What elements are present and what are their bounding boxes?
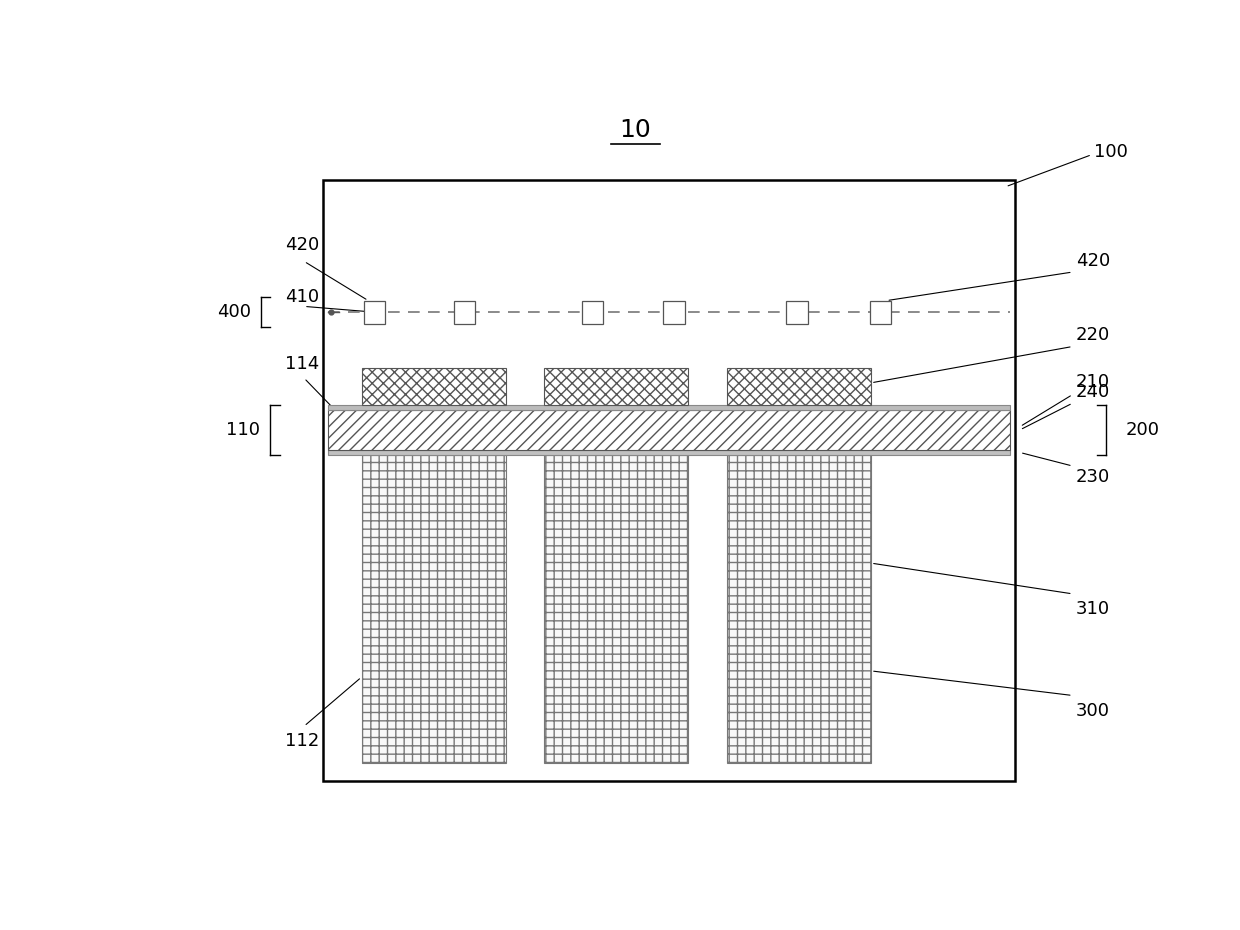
Text: 400: 400 [217,303,250,321]
Bar [786,300,807,324]
Bar [582,300,603,324]
Text: 10: 10 [620,118,651,141]
Bar [327,405,1011,410]
Bar [362,456,506,764]
Text: 112: 112 [285,733,319,751]
Text: 220: 220 [1075,326,1110,344]
Text: 230: 230 [1075,468,1110,486]
Text: 114: 114 [285,355,319,373]
Text: 200: 200 [1126,421,1159,439]
Bar [327,410,1011,449]
Text: 110: 110 [227,421,260,439]
Text: 420: 420 [285,236,319,254]
Text: 240: 240 [1075,383,1110,401]
Bar [324,179,1016,781]
Bar [327,449,1011,456]
Bar [362,368,506,405]
Bar [727,368,870,405]
Bar [663,300,684,324]
Text: 210: 210 [1075,373,1110,391]
Bar [727,456,870,764]
Text: 310: 310 [1075,600,1110,618]
Text: 410: 410 [285,288,319,306]
Bar [363,300,384,324]
Text: 300: 300 [1075,701,1110,720]
Bar [870,300,892,324]
Bar [454,300,475,324]
Bar [544,456,688,764]
Text: 420: 420 [1075,252,1110,270]
Text: 100: 100 [1094,143,1127,162]
Bar [544,368,688,405]
